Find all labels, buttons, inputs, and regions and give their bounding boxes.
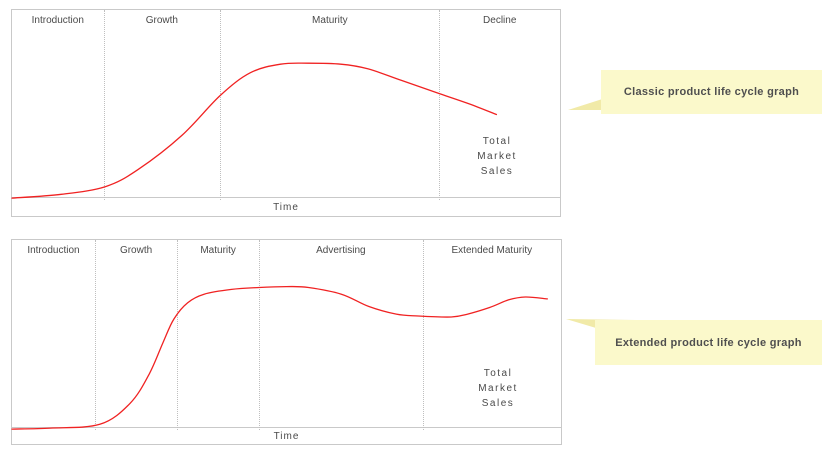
phase-divider	[220, 10, 222, 200]
lifecycle-curve	[11, 285, 548, 430]
phase-label-maturity: Maturity	[200, 245, 236, 256]
phase-label-growth: Growth	[145, 15, 178, 26]
phase-divider	[94, 240, 96, 430]
extended-callout: Extended product life cycle graph	[595, 320, 822, 365]
phase-label-maturity: Maturity	[312, 15, 348, 26]
extended-lifecycle-chart: Time Introduction Growth Maturity Advertisi…	[11, 239, 562, 445]
classic-callout: Classic product life cycle graph	[601, 70, 822, 114]
callout-text: Extended product life cycle graph	[615, 336, 802, 349]
phase-label-growth: Growth	[119, 245, 153, 256]
phase-label-introduction: Introduction	[31, 15, 84, 26]
phase-divider	[422, 240, 424, 430]
time-axis-label: Time	[273, 201, 299, 213]
time-axis-strip: Time	[12, 197, 560, 216]
lifecycle-curve	[11, 62, 498, 199]
series-label-total-market-sales: Total Market Sales	[477, 136, 517, 177]
phase-label-decline: Decline	[483, 15, 517, 26]
phase-label-advertising: Advertising	[316, 245, 366, 256]
phase-label-introduction: Introduction	[27, 245, 80, 256]
callout-text: Classic product life cycle graph	[623, 86, 800, 98]
time-axis-strip: Time	[12, 427, 561, 444]
phase-divider	[439, 10, 441, 200]
series-label-total-market-sales: Total Market Sales	[478, 368, 518, 409]
classic-lifecycle-chart: Time Introduction Growth Maturity Decline To…	[11, 9, 561, 217]
phase-label-extended-maturity: Extended Maturity	[451, 245, 533, 256]
time-axis-label: Time	[273, 430, 300, 442]
phase-divider	[177, 240, 179, 430]
phase-divider	[103, 10, 105, 200]
phase-divider	[259, 240, 261, 430]
